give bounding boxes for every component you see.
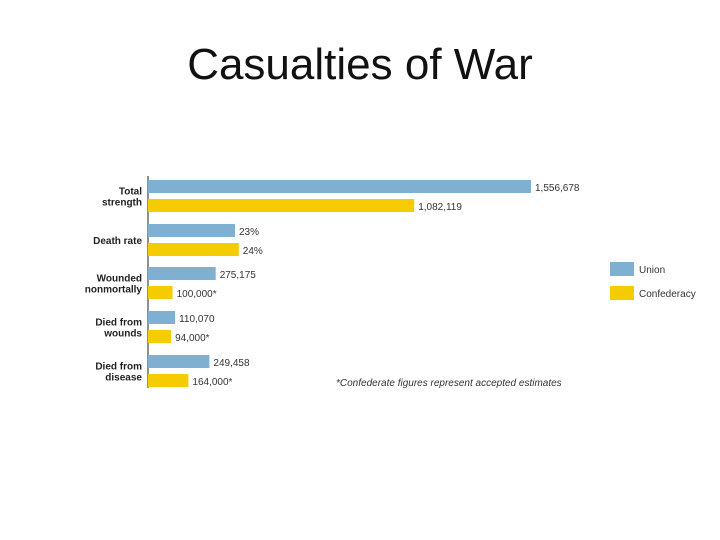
data-label: 249,458	[213, 358, 250, 369]
category-label: strength	[102, 198, 142, 209]
legend-label: Confederacy	[639, 289, 696, 300]
legend: Union Confederacy	[610, 262, 696, 300]
chart-footnote: *Confederate figures represent accepted …	[336, 378, 562, 389]
legend-label: Union	[639, 265, 665, 276]
category-label: nonmortally	[85, 285, 143, 296]
category-label: Wounded	[97, 274, 142, 285]
category-label: Death rate	[93, 236, 142, 247]
confederacy-bar	[148, 199, 415, 212]
category-label: wounds	[103, 329, 142, 340]
confederacy-bar	[148, 374, 189, 387]
category-label: Died from	[95, 318, 142, 329]
data-label: 24%	[243, 246, 263, 257]
data-label: 23%	[239, 227, 259, 238]
union-bar	[148, 311, 176, 324]
slide-title: Casualties of War	[187, 40, 533, 89]
data-label: 1,082,119	[418, 202, 462, 213]
union-bar	[148, 224, 235, 237]
union-bar	[148, 267, 216, 280]
confederacy-bar	[148, 330, 172, 343]
category-label: Died from	[95, 362, 142, 373]
union-bar	[148, 355, 210, 368]
union-bar	[148, 180, 531, 193]
data-label: 1,556,678	[535, 183, 580, 194]
confederacy-bar	[148, 286, 173, 299]
confederacy-bar	[148, 243, 239, 256]
category-label: Total	[119, 187, 142, 198]
legend-swatch-union	[610, 262, 634, 276]
legend-swatch-confederacy	[610, 286, 634, 300]
data-label: 275,175	[220, 270, 257, 281]
category-label: disease	[105, 373, 142, 384]
data-label: 164,000*	[192, 377, 232, 388]
data-label: 100,000*	[177, 289, 217, 300]
data-label: 110,070	[179, 314, 215, 325]
data-label: 94,000*	[175, 333, 210, 344]
